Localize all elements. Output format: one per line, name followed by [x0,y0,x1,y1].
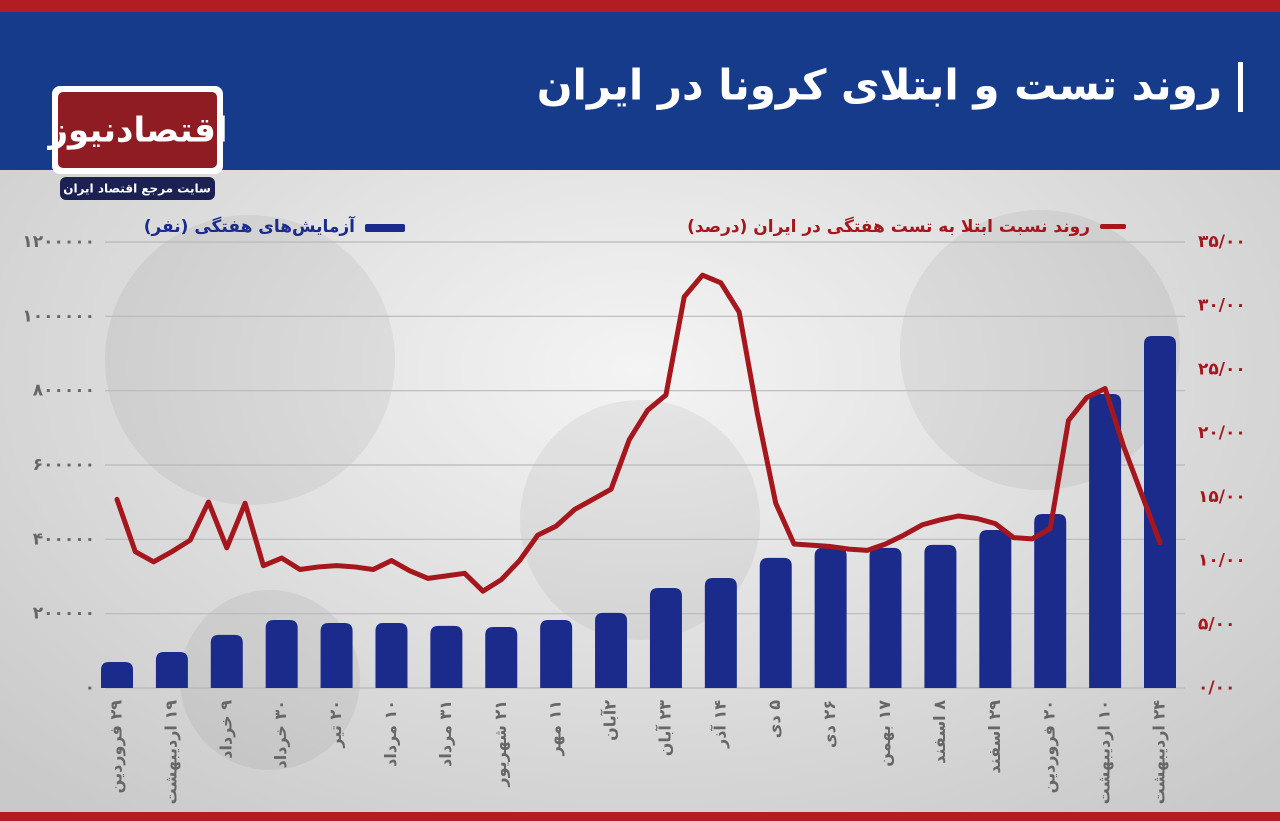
x-tick-label: ۲۹ فروردین [107,700,126,794]
bar [320,622,353,688]
x-tick-label: ۲۴ اردیبهشت [1150,700,1169,805]
y-tick-label: ۸۰۰۰۰۰ [33,381,95,401]
x-tick-label: ۲۰ تیر [326,700,345,749]
y2-tick-label: ۲۵/۰۰ [1198,359,1246,379]
y2-tick-label: ۱۰/۰۰ [1198,551,1246,571]
bar [1089,394,1122,688]
bar [814,547,847,688]
x-tick-label: ۳۰ خرداد [271,700,290,769]
bar [869,547,902,688]
bar [155,651,188,688]
bar [540,619,573,688]
y2-tick-label: ۵/۰۰ [1198,614,1235,634]
bar [1144,336,1176,688]
x-tick-label: ۲آبان [600,700,620,741]
legend-label: روند نسبت ابتلا به تست هفتگی در ایران (د… [687,216,1090,237]
x-tick-label: ۳۱ مرداد [436,700,455,767]
line [114,272,1163,594]
bar [485,627,518,688]
y2-tick-label: ۳۵/۰۰ [1198,232,1246,252]
bar [265,619,298,688]
bar [210,634,243,688]
bar [1034,514,1067,688]
top-strip [0,0,1280,12]
logo-tagline: سایت مرجع اقتصاد ایران [63,182,211,196]
legend-swatch [1100,224,1126,229]
bar [649,588,682,688]
x-tick-label: ۹ خرداد [216,700,235,759]
bar [595,612,628,688]
y2-tick-label: ۲۰/۰۰ [1198,423,1246,443]
bar [924,544,957,688]
y-tick-label: ۶۰۰۰۰۰ [33,455,95,475]
x-tick-label: ۱۷ بهمن [875,700,894,767]
bar [430,625,463,688]
x-tick-label: ۲۹ اسفند [985,700,1004,774]
y2-tick-label: ۳۰/۰۰ [1198,296,1246,316]
y-tick-label: ۱۲۰۰۰۰۰ [22,232,95,252]
x-tick-label: ۱۴ آذر [709,700,729,749]
logo-box [58,92,217,168]
bar [759,557,792,688]
chart-title: روند تست و ابتلای کرونا در ایران [537,61,1222,111]
x-tick-label: ۲۶ دی [820,700,839,748]
y-tick-label: ۱۰۰۰۰۰۰ [22,306,95,326]
legend-label: آزمایش‌های هفتگی (نفر) [144,215,356,237]
bar [979,530,1012,688]
x-tick-label: ۸ اسفند [930,700,949,764]
legend-swatch [365,224,405,232]
y-tick-label: ۲۰۰۰۰۰ [33,604,95,624]
bar [101,661,133,688]
bottom-strip [0,812,1280,821]
y2-tick-label: ۰/۰۰ [1198,678,1235,698]
y2-tick-label: ۱۵/۰۰ [1198,487,1246,507]
x-tick-label: ۱۱ مهر [546,700,565,757]
y-tick-label: ۰ [85,678,95,698]
x-tick-label: ۱۰ اردیبهشت [1095,700,1114,804]
logo-name: اقتصادنیوز [46,111,227,151]
x-tick-label: ۱۹ اردیبهشت [161,700,180,805]
bar [704,577,737,688]
y-tick-label: ۴۰۰۰۰۰ [33,529,95,549]
x-tick-label: ۲۰ فروردین [1040,700,1059,793]
x-tick-label: ۱۰ مرداد [381,700,400,767]
title-bar [1238,62,1243,112]
x-tick-label: ۲۳ آبان [654,700,674,757]
x-tick-label: ۵ دی [765,700,784,738]
bar [375,622,408,688]
logo-tagline-box [60,177,215,200]
x-tick-label: ۲۱ شهریور [491,700,510,788]
